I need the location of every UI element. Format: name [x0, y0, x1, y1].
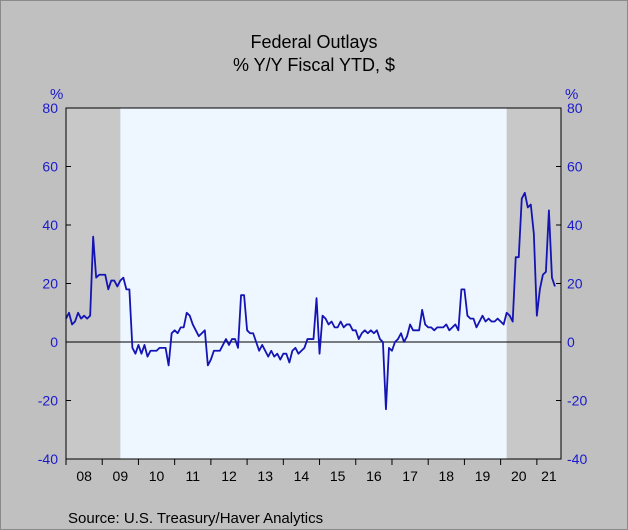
x-tick-label: 18 — [439, 468, 455, 484]
series-line — [65, 191, 556, 411]
y-tick-label-left: 40 — [42, 217, 58, 233]
x-tick-label: 11 — [185, 468, 200, 484]
x-tick-label: 14 — [294, 468, 310, 484]
x-tick-label: 15 — [330, 468, 346, 484]
y-tick-label-left: 60 — [42, 159, 58, 175]
y-tick-label-right: 80 — [567, 100, 583, 116]
x-tick-label: 20 — [511, 468, 527, 484]
plot-area — [66, 108, 561, 459]
y-tick-label-right: 0 — [567, 334, 575, 350]
y-tick-label-right: 60 — [567, 159, 583, 175]
recession-band-1 — [66, 108, 121, 459]
x-tick-label: 12 — [221, 468, 237, 484]
x-tick-label: 16 — [366, 468, 382, 484]
x-tick-label: 13 — [257, 468, 273, 484]
x-tick-label: 10 — [149, 468, 165, 484]
chart-title: Federal Outlays — [250, 32, 378, 52]
left-axis-unit: % — [50, 86, 64, 103]
y-tick-label-right: -40 — [567, 451, 587, 467]
y-tick-label-right: 20 — [567, 276, 583, 292]
recession-band-2 — [506, 108, 561, 459]
y-tick-label-right: -20 — [567, 393, 587, 409]
y-tick-label-left: 20 — [42, 276, 58, 292]
right-axis-unit: % — [565, 86, 579, 103]
chart-subtitle: % Y/Y Fiscal YTD, $ — [232, 55, 396, 75]
recession-shading — [66, 108, 561, 459]
x-tick-label: 17 — [402, 468, 418, 484]
y-tick-label-right: 40 — [567, 217, 583, 233]
series-layer — [65, 191, 556, 411]
x-tick-label: 08 — [76, 468, 92, 484]
y-tick-label-left: -20 — [38, 393, 58, 409]
x-tick-label: 21 — [541, 468, 557, 484]
x-tick-label: 19 — [475, 468, 491, 484]
y-tick-label-left: 0 — [50, 334, 58, 350]
y-tick-label-left: 80 — [42, 100, 58, 116]
x-tick-label: 09 — [113, 468, 129, 484]
x-axis: 08 09 10 11 12 13 14 15 16 17 18 19 20 21 — [65, 459, 557, 484]
y-axis: -40 -40 -20 -20 0 0 20 20 40 40 60 60 80 80 — [38, 100, 588, 467]
source-note: Source: U.S. Treasury/Haver Analytics — [68, 510, 324, 527]
y-tick-label-left: -40 — [38, 451, 58, 467]
